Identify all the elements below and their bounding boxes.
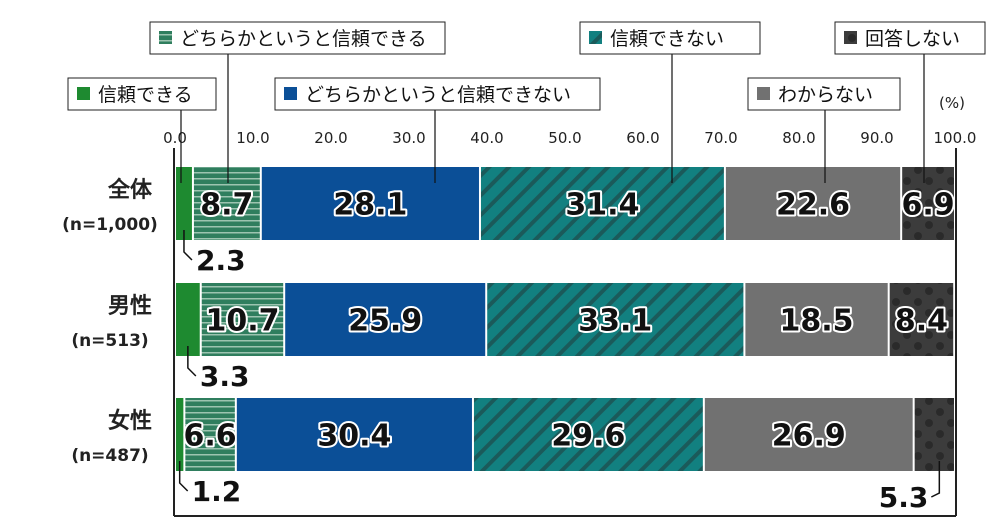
legend-swatch [284, 87, 297, 100]
unit-label: (%) [939, 94, 965, 112]
category-label: 全体 [107, 177, 153, 203]
data-label: 6.6 [184, 419, 237, 454]
legend-label: どちらかというと信頼できない [305, 84, 571, 106]
x-tick-label: 60.0 [626, 129, 659, 147]
category-n-label: (n=513) [71, 331, 148, 351]
bar-segment [201, 283, 284, 356]
leader-line [930, 461, 941, 498]
legend-swatch [589, 31, 602, 44]
x-tick-label: 100.0 [934, 129, 977, 147]
data-label: 10.7 [205, 304, 279, 339]
x-tick-label: 10.0 [236, 129, 269, 147]
data-label: 30.4 [317, 419, 391, 454]
bar-segment [236, 398, 472, 471]
x-tick-label: 40.0 [470, 129, 503, 147]
data-label: 31.4 [565, 188, 639, 223]
category-label: 男性 [108, 294, 152, 319]
bar-segment [889, 283, 954, 356]
legend-box [274, 77, 601, 111]
bar-segment [176, 167, 192, 240]
legend-box [67, 77, 217, 111]
data-label: 33.1 [578, 304, 652, 339]
bar-segment [285, 283, 486, 356]
x-tick-label: 0.0 [163, 129, 187, 147]
data-label: 3.3 [200, 360, 250, 393]
data-label: 6.9 [902, 188, 955, 223]
legend-label: どちらかというと信頼できる [180, 28, 427, 50]
x-tick-label: 20.0 [314, 129, 347, 147]
data-label: 25.9 [348, 304, 422, 339]
bar-segment [704, 398, 913, 471]
leader-line [187, 346, 197, 377]
legend-box [747, 77, 901, 111]
bar-segment [480, 167, 724, 240]
data-label: 26.9 [772, 419, 846, 454]
bar-segment [914, 398, 954, 471]
bar-segment [487, 283, 744, 356]
bar-segment [185, 398, 235, 471]
data-label: 8.4 [895, 304, 948, 339]
x-tick-label: 50.0 [548, 129, 581, 147]
bar-segment [745, 283, 888, 356]
data-label: 29.6 [551, 419, 625, 454]
leader-line [178, 461, 189, 492]
bar-segment [473, 398, 703, 471]
legend-swatch [77, 87, 90, 100]
x-tick-label: 80.0 [782, 129, 815, 147]
legend-label: 信頼できる [98, 84, 193, 106]
bar-segment [176, 283, 200, 356]
bar-segment [176, 398, 184, 471]
legend-swatch [757, 87, 770, 100]
legend-label: 信頼できない [610, 28, 724, 50]
bar-segment [261, 167, 479, 240]
bar-segment [725, 167, 901, 240]
x-tick-label: 70.0 [704, 129, 737, 147]
data-label: 2.3 [196, 244, 246, 277]
data-label: 5.3 [879, 481, 929, 514]
category-n-label: (n=487) [71, 446, 148, 466]
legend-label: わからない [778, 84, 873, 106]
data-label: 1.2 [192, 475, 242, 508]
legend-box [579, 21, 761, 55]
legend-label: 回答しない [865, 28, 960, 50]
bar-segment [193, 167, 260, 240]
category-label: 女性 [108, 408, 152, 434]
data-label: 22.6 [776, 188, 850, 223]
legend-swatch [159, 31, 172, 44]
data-label: 8.7 [200, 188, 253, 223]
leader-line [183, 230, 193, 261]
data-label: 18.5 [780, 304, 854, 339]
legend-box [149, 21, 446, 55]
bar-segment [902, 167, 954, 240]
category-n-label: (n=1,000) [62, 215, 158, 235]
x-tick-label: 90.0 [860, 129, 893, 147]
legend-box [834, 21, 986, 55]
data-label: 28.1 [333, 188, 407, 223]
x-tick-label: 30.0 [392, 129, 425, 147]
legend-swatch [844, 31, 857, 44]
